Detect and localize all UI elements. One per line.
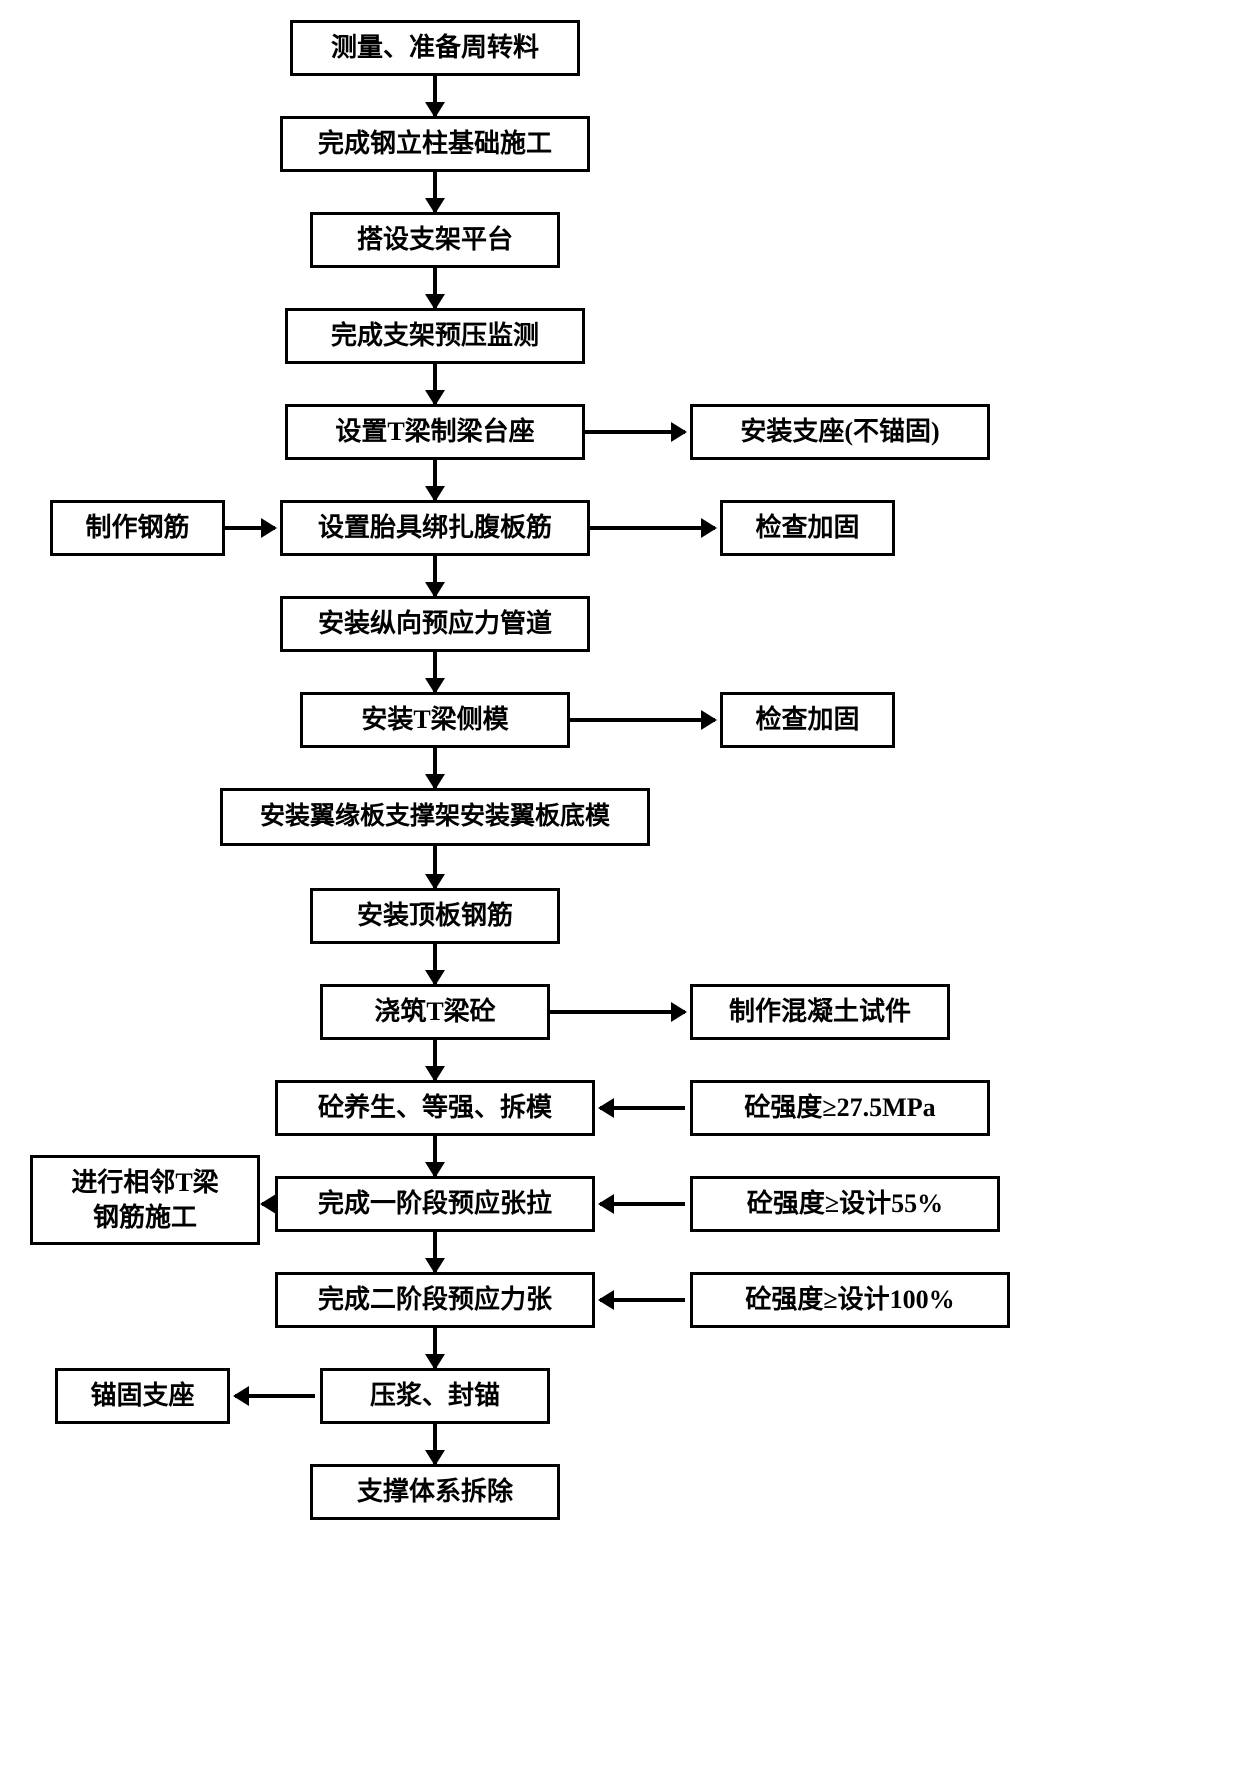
node-measure-prepare: 测量、准备周转料 <box>290 20 580 76</box>
arrow-down <box>433 1040 437 1080</box>
arrow-down <box>433 1136 437 1176</box>
node-strength-27-5: 砼强度≥27.5MPa <box>690 1080 990 1136</box>
node-flange-support: 安装翼缘板支撑架安装翼板底模 <box>220 788 650 846</box>
node-install-bearing: 安装支座(不锚固) <box>690 404 990 460</box>
arrow-left <box>235 1394 315 1398</box>
arrow-down <box>433 846 437 888</box>
flowchart-canvas: 测量、准备周转料 完成钢立柱基础施工 搭设支架平台 完成支架预压监测 设置T梁制… <box>0 0 1240 1788</box>
node-scaffold-platform: 搭设支架平台 <box>310 212 560 268</box>
arrow-down <box>433 1328 437 1368</box>
node-adjacent-t-beam: 进行相邻T梁 钢筋施工 <box>30 1155 260 1245</box>
node-prestress-duct: 安装纵向预应力管道 <box>280 596 590 652</box>
arrow-down <box>433 364 437 404</box>
arrow-right <box>585 430 685 434</box>
node-top-plate-rebar: 安装顶板钢筋 <box>310 888 560 944</box>
node-steel-column-foundation: 完成钢立柱基础施工 <box>280 116 590 172</box>
node-make-rebar: 制作钢筋 <box>50 500 225 556</box>
arrow-left <box>600 1298 685 1302</box>
arrow-down <box>433 172 437 212</box>
node-strength-55: 砼强度≥设计55% <box>690 1176 1000 1232</box>
arrow-right <box>550 1010 685 1014</box>
arrow-down <box>433 1424 437 1464</box>
arrow-right <box>225 526 275 530</box>
arrow-down <box>433 556 437 596</box>
node-jig-web-rebar: 设置胎具绑扎腹板筋 <box>280 500 590 556</box>
node-pour-concrete: 浇筑T梁砼 <box>320 984 550 1040</box>
arrow-left <box>600 1202 685 1206</box>
node-remove-support: 支撑体系拆除 <box>310 1464 560 1520</box>
arrow-left <box>600 1106 685 1110</box>
arrow-down <box>433 748 437 788</box>
arrow-down <box>433 268 437 308</box>
node-strength-100: 砼强度≥设计100% <box>690 1272 1010 1328</box>
arrow-down <box>433 76 437 116</box>
node-stage2-tension: 完成二阶段预应力张 <box>275 1272 595 1328</box>
node-t-beam-pedestal: 设置T梁制梁台座 <box>285 404 585 460</box>
node-grout-seal: 压浆、封锚 <box>320 1368 550 1424</box>
arrow-down <box>433 460 437 500</box>
arrow-down <box>433 652 437 692</box>
node-anchor-bearing: 锚固支座 <box>55 1368 230 1424</box>
node-stage1-tension: 完成一阶段预应张拉 <box>275 1176 595 1232</box>
arrow-right <box>590 526 715 530</box>
node-concrete-specimen: 制作混凝土试件 <box>690 984 950 1040</box>
arrow-left <box>262 1202 272 1206</box>
node-cure-demold: 砼养生、等强、拆模 <box>275 1080 595 1136</box>
node-preload-monitor: 完成支架预压监测 <box>285 308 585 364</box>
node-check-reinforce-1: 检查加固 <box>720 500 895 556</box>
node-check-reinforce-2: 检查加固 <box>720 692 895 748</box>
arrow-down <box>433 944 437 984</box>
arrow-down <box>433 1232 437 1272</box>
node-t-beam-side-form: 安装T梁侧模 <box>300 692 570 748</box>
arrow-right <box>570 718 715 722</box>
